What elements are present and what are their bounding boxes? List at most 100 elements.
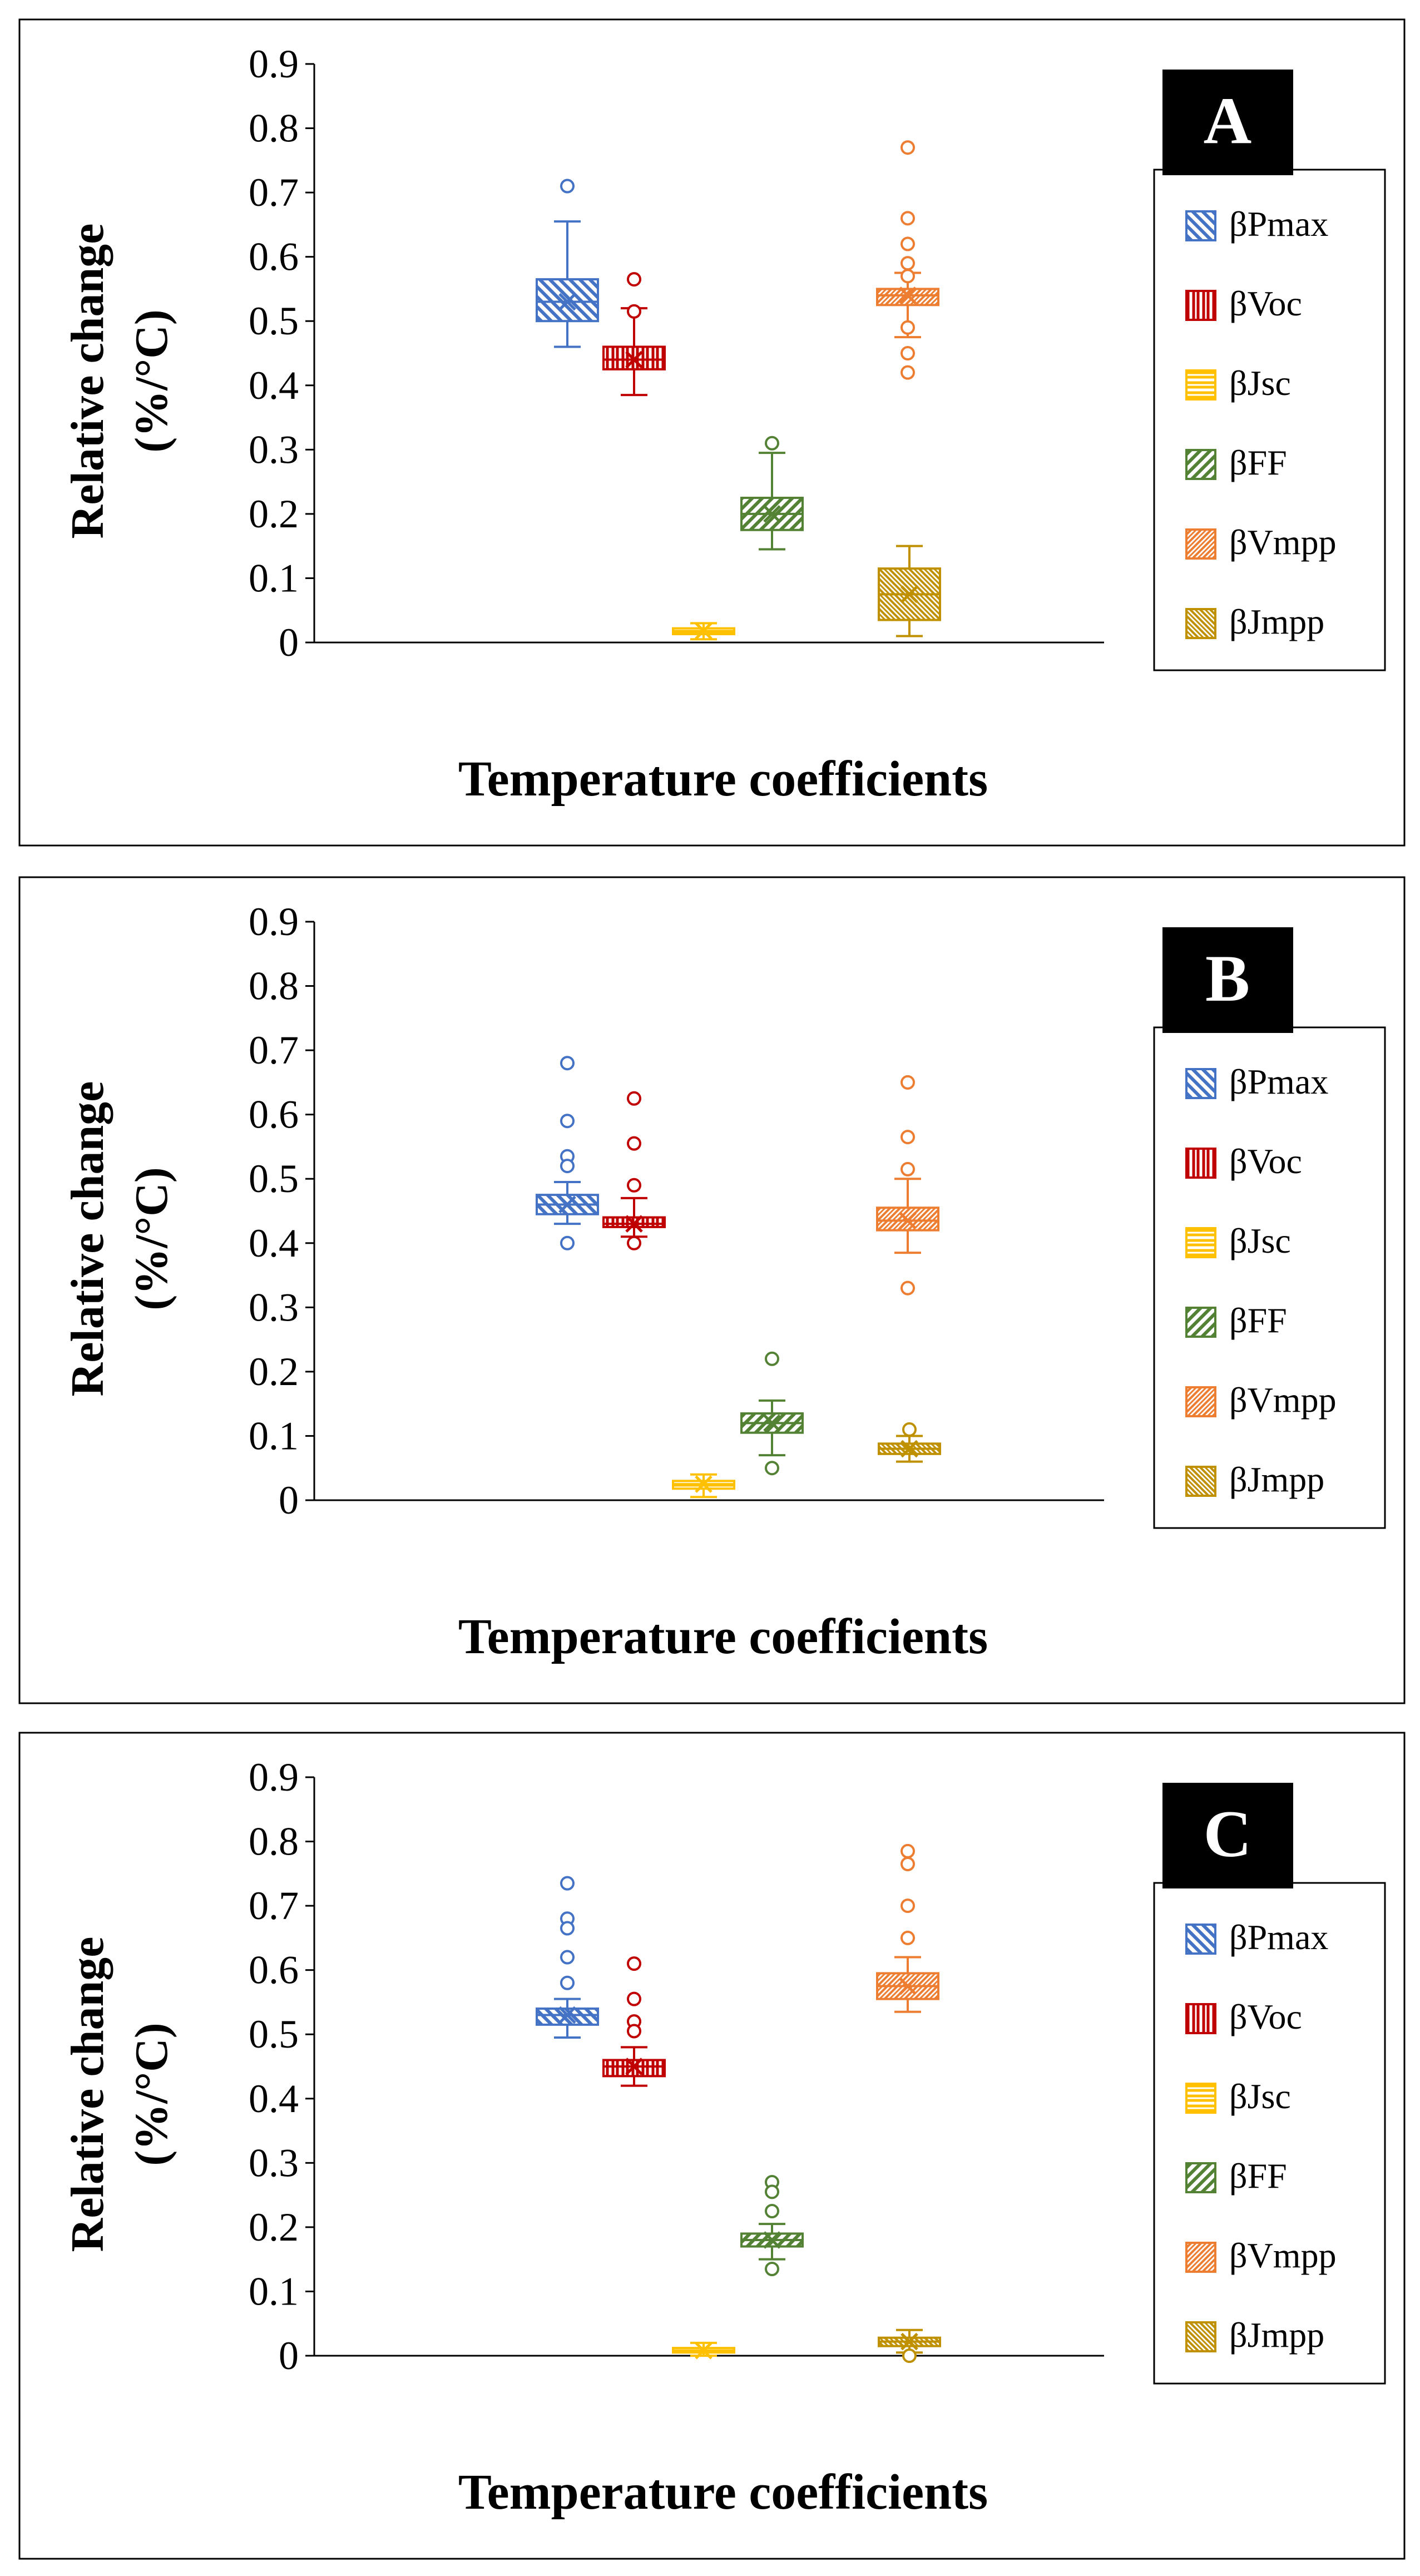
outlier-vmpp bbox=[901, 1930, 915, 1945]
legend-swatch-vmpp bbox=[1185, 528, 1216, 560]
y-tick-label: 0.9 bbox=[249, 1755, 299, 1799]
outlier-pmax bbox=[560, 1975, 575, 1990]
legend-box bbox=[1153, 1882, 1386, 2385]
outlier-ff bbox=[765, 2184, 779, 2199]
outlier-pmax bbox=[560, 1159, 575, 1174]
y-tick-label: 0.2 bbox=[249, 492, 299, 536]
y-tick-label: 0.8 bbox=[249, 964, 299, 1008]
outlier-ff bbox=[765, 2262, 779, 2276]
legend-label-pmax: βPmax bbox=[1229, 1917, 1328, 1957]
legend-label-voc: βVoc bbox=[1229, 284, 1302, 323]
y-tick-label: 0.3 bbox=[249, 2140, 299, 2185]
outlier-jmpp bbox=[902, 1422, 917, 1437]
box-pmax bbox=[536, 1876, 599, 2039]
legend-swatch-jmpp bbox=[1185, 1466, 1216, 1497]
y-axis-label: Relative change bbox=[62, 1937, 113, 2252]
y-tick-label: 0.5 bbox=[249, 1156, 299, 1201]
mean-marker-voc bbox=[625, 1215, 643, 1233]
box-voc bbox=[602, 272, 666, 397]
y-tick-label: 0.1 bbox=[249, 2269, 299, 2313]
outlier-pmax bbox=[560, 1056, 575, 1071]
legend-box bbox=[1153, 169, 1386, 671]
box-vmpp bbox=[876, 1843, 939, 2013]
outlier-vmpp bbox=[901, 346, 915, 360]
y-tick-label: 0.7 bbox=[249, 170, 299, 215]
y-tick-label: 0.8 bbox=[249, 1819, 299, 1864]
outlier-ff bbox=[765, 1461, 779, 1476]
outlier-vmpp bbox=[901, 236, 915, 251]
legend-label-jsc: βJsc bbox=[1229, 2076, 1291, 2116]
y-tick-label: 0.6 bbox=[249, 1092, 299, 1137]
legend-label-jmpp: βJmpp bbox=[1229, 1460, 1324, 1499]
mean-marker-jsc bbox=[695, 2341, 713, 2360]
box-vmpp bbox=[876, 1075, 939, 1296]
legend-label-vmpp: βVmpp bbox=[1229, 2236, 1337, 2275]
box-vmpp bbox=[876, 140, 939, 380]
x-axis-label: Temperature coefficients bbox=[458, 1609, 988, 1664]
legend-swatch-pmax bbox=[1185, 1068, 1216, 1099]
panel-label-badge bbox=[1162, 1783, 1293, 1888]
outlier-pmax bbox=[560, 1235, 575, 1250]
outlier-voc bbox=[627, 1091, 641, 1106]
y-axis-label-units: (%/°C) bbox=[126, 309, 177, 453]
outlier-ff bbox=[765, 436, 779, 451]
outlier-vmpp bbox=[901, 365, 915, 380]
outlier-voc bbox=[627, 1235, 641, 1250]
outlier-voc bbox=[627, 304, 641, 319]
box-pmax bbox=[536, 1056, 599, 1250]
legend-label-ff: βFF bbox=[1229, 2156, 1287, 2196]
legend-swatch-voc bbox=[1185, 290, 1216, 321]
outlier-voc bbox=[627, 1178, 641, 1193]
mean-marker-jsc bbox=[695, 622, 713, 640]
box-jmpp bbox=[878, 1422, 941, 1463]
outlier-vmpp bbox=[901, 1843, 915, 1858]
panel-label: A bbox=[1204, 83, 1252, 157]
legend-swatch-ff bbox=[1185, 1307, 1216, 1338]
outlier-vmpp bbox=[901, 1130, 915, 1145]
y-axis-label: Relative change bbox=[62, 224, 113, 539]
y-tick-label: 0.9 bbox=[249, 42, 299, 86]
legend-swatch-vmpp bbox=[1185, 1386, 1216, 1417]
legend-label-jsc: βJsc bbox=[1229, 1221, 1291, 1260]
box-jsc bbox=[672, 2341, 735, 2360]
box-ff bbox=[740, 2175, 804, 2276]
y-tick-label: 0.4 bbox=[249, 2076, 299, 2121]
y-tick-label: 0.2 bbox=[249, 2205, 299, 2249]
outlier-pmax bbox=[560, 1876, 575, 1891]
box-jsc bbox=[672, 1473, 735, 1499]
mean-marker-jmpp bbox=[901, 1440, 918, 1458]
legend-label-jsc: βJsc bbox=[1229, 363, 1291, 403]
outlier-vmpp bbox=[901, 1075, 915, 1090]
legend-swatch-pmax bbox=[1185, 1924, 1216, 1955]
y-tick-label: 0.3 bbox=[249, 1285, 299, 1329]
x-axis-label: Temperature coefficients bbox=[458, 751, 988, 807]
legend-label-vmpp: βVmpp bbox=[1229, 522, 1337, 562]
mean-marker-vmpp bbox=[899, 1212, 917, 1230]
legend-swatch-pmax bbox=[1185, 210, 1216, 241]
mean-marker-vmpp bbox=[899, 1977, 917, 1995]
y-tick-label: 0.5 bbox=[249, 2012, 299, 2056]
box-ff bbox=[740, 436, 804, 551]
outlier-voc bbox=[627, 1956, 641, 1971]
outlier-voc bbox=[627, 2024, 641, 2039]
outlier-vmpp bbox=[901, 1857, 915, 1871]
y-tick-label: 0.7 bbox=[249, 1883, 299, 1928]
legend-label-ff: βFF bbox=[1229, 443, 1287, 482]
y-tick-label: 0.5 bbox=[249, 299, 299, 343]
panel-label: B bbox=[1205, 941, 1250, 1015]
box-pmax bbox=[536, 179, 599, 348]
legend-label-voc: βVoc bbox=[1229, 1141, 1302, 1181]
box-jsc bbox=[672, 622, 735, 641]
legend-box bbox=[1153, 1026, 1386, 1529]
mean-marker-pmax bbox=[558, 2006, 576, 2024]
y-tick-label: 0.9 bbox=[249, 899, 299, 944]
y-tick-label: 0.6 bbox=[249, 235, 299, 279]
box-ff bbox=[740, 1351, 804, 1476]
mean-marker-ff bbox=[763, 2231, 781, 2249]
y-tick-label: 0 bbox=[279, 1478, 299, 1522]
legend-swatch-jmpp bbox=[1185, 608, 1216, 639]
mean-marker-pmax bbox=[558, 293, 576, 311]
legend-label-pmax: βPmax bbox=[1229, 204, 1328, 244]
chart-panel-a: 0 0.1 0.2 0.3 0.4 0.5 0.6 0.7 0.8 0.9 Relative cha… bbox=[18, 18, 1406, 847]
outlier-pmax bbox=[560, 1921, 575, 1936]
